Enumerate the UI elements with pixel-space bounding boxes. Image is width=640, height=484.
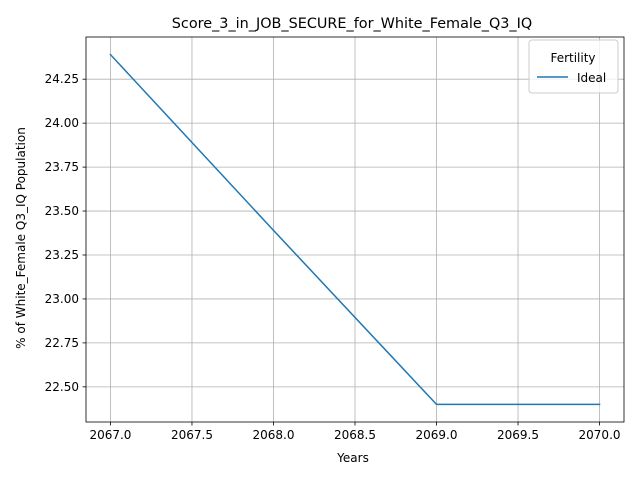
x-tick-label: 2068.5	[334, 428, 376, 442]
x-tick-label: 2069.0	[416, 428, 458, 442]
x-tick-label: 2070.0	[579, 428, 621, 442]
x-tick-label: 2069.5	[497, 428, 539, 442]
legend: Fertility Ideal	[528, 39, 619, 94]
x-tick-label: 2067.0	[89, 428, 131, 442]
y-axis-label: % of White_Female Q3_IQ Population	[14, 127, 28, 349]
legend-label-ideal: Ideal	[577, 71, 606, 85]
chart-title: Score_3_in_JOB_SECURE_for_White_Female_Q…	[172, 16, 532, 32]
x-tick-label: 2067.5	[171, 428, 213, 442]
y-tick-label: 24.25	[45, 72, 79, 86]
y-tick-label: 22.75	[45, 336, 79, 350]
y-tick-label: 23.50	[45, 204, 79, 218]
y-tick-label: 22.50	[45, 380, 79, 394]
x-axis-label: Years	[336, 451, 369, 465]
series-line-ideal	[109, 53, 601, 406]
x-tick-label: 2068.0	[252, 428, 294, 442]
y-tick-label: 23.00	[45, 292, 79, 306]
y-tick-label: 23.25	[45, 248, 79, 262]
legend-title: Fertility	[550, 51, 595, 65]
y-tick-label: 24.00	[45, 116, 79, 130]
y-tick-label: 23.75	[45, 160, 79, 174]
legend-box	[528, 39, 619, 94]
